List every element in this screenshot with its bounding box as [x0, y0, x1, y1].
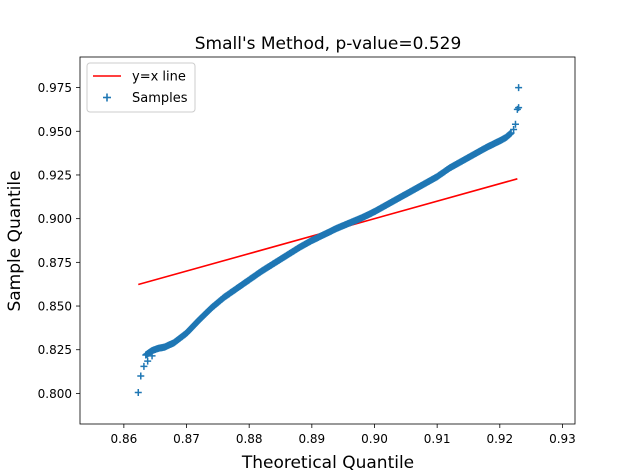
- legend-label-samples: Samples: [132, 91, 188, 106]
- x-tick-label: 0.90: [361, 432, 388, 446]
- x-tick-label: 0.88: [236, 432, 263, 446]
- x-tick-label: 0.93: [549, 432, 576, 446]
- plot-content: [134, 84, 523, 397]
- sample-marker: [134, 389, 142, 397]
- y-axis-ticks: 0.800 0.825 0.850 0.875 0.900 0.925 0.950 0.975: [38, 81, 80, 401]
- x-axis-ticks: 0.86 0.87 0.88 0.89 0.90 0.91 0.92 0.93: [111, 424, 576, 446]
- sample-marker: [511, 120, 519, 128]
- sample-marker: [515, 84, 523, 92]
- sample-marker: [510, 126, 518, 134]
- y-tick-label: 0.800: [38, 387, 72, 401]
- sample-points: [134, 84, 523, 397]
- y-tick-label: 0.825: [38, 343, 72, 357]
- y-tick-label: 0.950: [38, 125, 72, 139]
- chart-title: Small's Method, p-value=0.529: [195, 34, 462, 54]
- y-tick-label: 0.850: [38, 300, 72, 314]
- y-axis-label: Sample Quantile: [5, 170, 25, 311]
- y-tick-label: 0.925: [38, 168, 72, 182]
- legend: y=x line Samples: [86, 62, 196, 113]
- y-tick-label: 0.900: [38, 212, 72, 226]
- sample-marker: [137, 372, 145, 380]
- sample-marker: [144, 357, 152, 365]
- legend-samples-swatch: [103, 93, 111, 102]
- sample-marker: [140, 362, 148, 370]
- sample-marker: [515, 104, 523, 112]
- x-tick-label: 0.86: [111, 432, 138, 446]
- x-tick-label: 0.89: [298, 432, 325, 446]
- y-tick-label: 0.875: [38, 256, 72, 270]
- plot-frame: [79, 56, 576, 425]
- x-axis-label: Theoretical Quantile: [241, 453, 414, 473]
- x-tick-label: 0.87: [173, 432, 200, 446]
- sample-marker: [148, 352, 156, 360]
- x-tick-label: 0.91: [424, 432, 451, 446]
- x-tick-label: 0.92: [486, 432, 513, 446]
- legend-label-line: y=x line: [132, 70, 186, 85]
- y-tick-label: 0.975: [38, 81, 72, 95]
